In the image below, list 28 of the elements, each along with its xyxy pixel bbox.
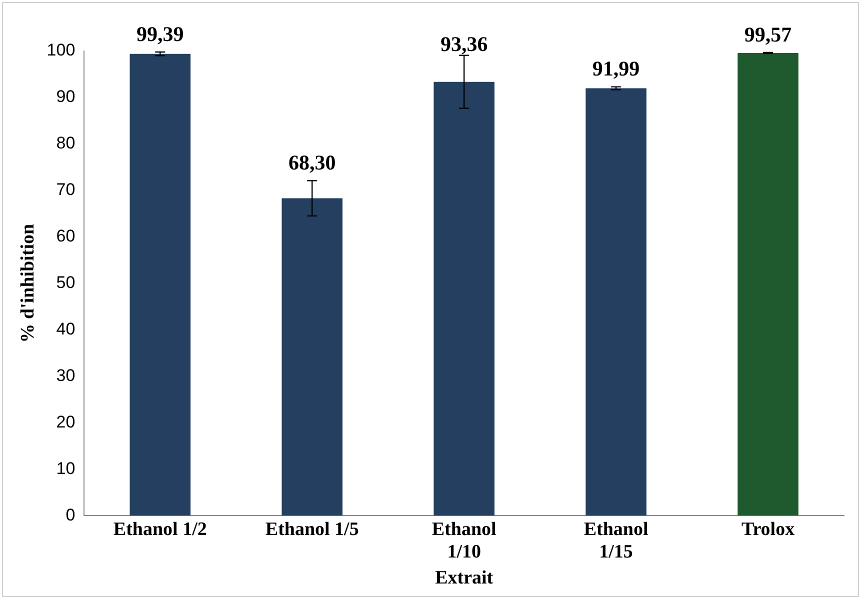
x-axis-title: Extrait [435,568,494,589]
y-tick-label: 100 [46,40,76,60]
x-tick-label: Ethanol 1/10 [432,518,496,563]
y-tick-label: 60 [56,226,76,246]
y-tick-label: 0 [66,505,76,524]
y-tick-label: 80 [56,134,76,153]
y-tick-label: 10 [56,458,76,478]
x-tick-label: Ethanol 1/15 [584,518,648,563]
y-axis-title: % d'inhibition [17,223,38,343]
bar [738,53,798,516]
y-tick-label: 50 [56,272,76,292]
bar [434,82,494,516]
x-tick-label: Ethanol 1/2 [113,518,207,540]
data-label: 99,57 [744,22,792,46]
x-tick-label: Trolox [741,518,796,540]
bar [130,54,191,516]
bar [586,88,646,516]
y-tick-label: 40 [56,319,76,338]
data-label: 99,39 [136,22,184,46]
x-tick-label: Ethanol 1/5 [265,518,359,540]
y-tick-label: 30 [56,366,76,385]
data-label: 91,99 [592,56,640,81]
y-tick-label: 70 [56,180,76,200]
bar [282,198,343,516]
y-tick-label: 20 [56,412,76,432]
data-label: 93,36 [440,32,488,56]
data-label: 68,30 [288,150,336,175]
y-tick-label: 90 [56,87,76,106]
